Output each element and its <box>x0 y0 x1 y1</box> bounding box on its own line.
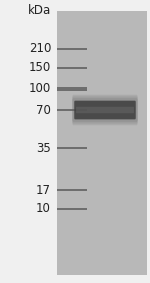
Bar <box>138 11 142 275</box>
Bar <box>111 11 116 275</box>
Bar <box>57 87 87 91</box>
Text: 10: 10 <box>36 202 51 215</box>
Text: 210: 210 <box>29 42 51 55</box>
Bar <box>106 11 111 275</box>
Bar <box>57 67 87 69</box>
Bar <box>124 11 129 275</box>
Bar <box>57 11 147 275</box>
Bar <box>93 11 98 275</box>
Bar <box>75 11 80 275</box>
Bar <box>66 11 70 275</box>
Bar <box>142 11 147 275</box>
Bar <box>134 11 138 275</box>
FancyBboxPatch shape <box>74 101 136 119</box>
Bar <box>57 11 61 275</box>
Bar <box>88 11 93 275</box>
Bar <box>120 11 124 275</box>
Bar <box>70 11 75 275</box>
Bar <box>102 11 106 275</box>
Bar <box>98 11 102 275</box>
Bar <box>116 11 120 275</box>
Text: 70: 70 <box>36 104 51 117</box>
Text: 17: 17 <box>36 184 51 197</box>
Bar <box>0 11 57 275</box>
Bar <box>61 11 66 275</box>
FancyBboxPatch shape <box>72 95 138 125</box>
Bar <box>57 189 87 191</box>
Text: 150: 150 <box>29 61 51 74</box>
FancyBboxPatch shape <box>72 98 138 122</box>
Bar <box>80 11 84 275</box>
Text: 100: 100 <box>29 82 51 95</box>
Text: 35: 35 <box>36 142 51 155</box>
FancyBboxPatch shape <box>76 107 134 113</box>
Text: kDa: kDa <box>28 4 51 17</box>
FancyBboxPatch shape <box>72 97 138 124</box>
Bar <box>57 109 87 112</box>
Bar <box>57 48 87 50</box>
Bar <box>57 208 87 210</box>
Bar <box>129 11 134 275</box>
Bar <box>57 147 87 149</box>
Bar <box>84 11 88 275</box>
